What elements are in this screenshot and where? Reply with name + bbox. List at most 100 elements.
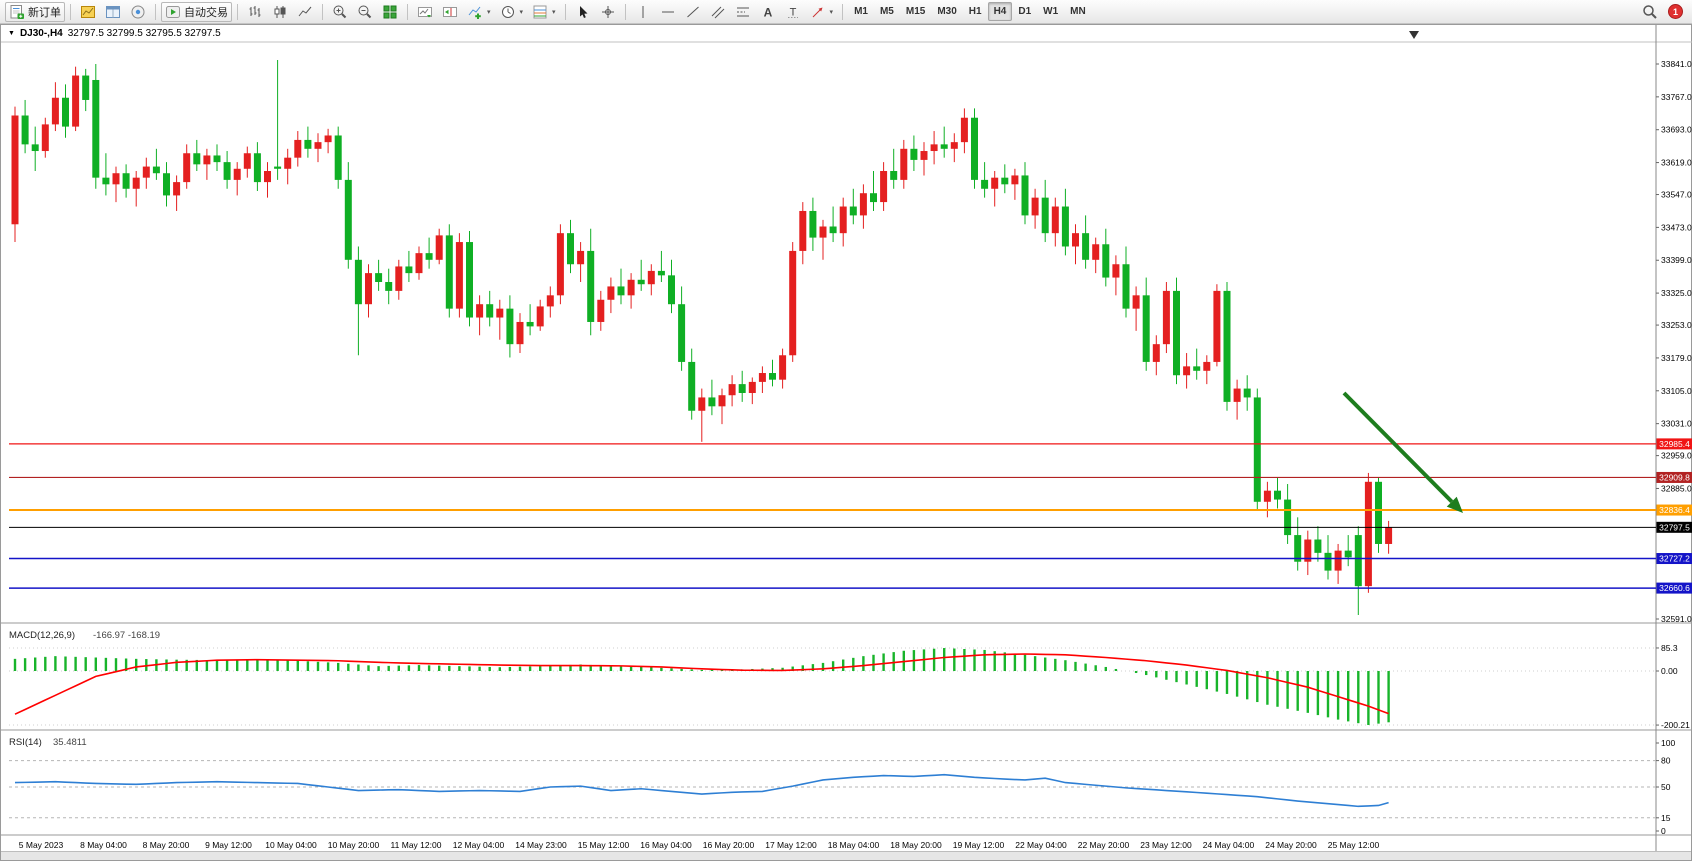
horizontal-line-button[interactable] [656,2,680,22]
zoom-in-button[interactable] [328,2,352,22]
candle-body [416,253,423,273]
vertical-line-button[interactable] [631,2,655,22]
price-badge-label: 32909.8 [1659,472,1690,482]
candle-body [719,395,726,406]
candle-body [1011,175,1018,184]
tile-windows-button[interactable] [378,2,402,22]
candle-chart-button[interactable] [268,2,292,22]
candle-body [648,271,655,284]
candle-body [325,135,332,142]
candle-body [456,242,463,309]
dropdown-caret-icon: ▾ [520,8,524,16]
candle-body [951,142,958,149]
candle-body [284,158,291,169]
cursor-button[interactable] [571,2,595,22]
candle-body [1335,551,1342,571]
navigator-icon [130,4,146,20]
bar-chart-button[interactable] [243,2,267,22]
timeframe-w1[interactable]: W1 [1037,2,1064,21]
trend-arrow-shaft[interactable] [1344,393,1452,502]
cursor-icon [575,4,591,20]
candle-body [375,273,382,282]
template-icon [532,4,548,20]
one-click-trading-caret-icon[interactable]: ▼ [8,30,15,37]
horizontal-scrollbar[interactable] [1,851,1691,860]
search-button[interactable] [1638,2,1662,22]
navigator-button[interactable] [126,2,150,22]
macd-scale-label: 85.3 [1661,643,1678,653]
timeframe-d1[interactable]: D1 [1012,2,1037,21]
line-chart-icon [297,4,313,20]
indicators-button[interactable]: ▾ [463,2,495,22]
candle-body [405,266,412,273]
templates-button[interactable]: ▾ [528,2,560,22]
auto-scroll-button[interactable] [413,2,437,22]
candle-body [173,182,180,195]
autotrade-icon [165,4,181,20]
fibonacci-button[interactable] [731,2,755,22]
periods-button[interactable]: ▾ [496,2,528,22]
svg-text:T: T [789,6,796,18]
arrows-button[interactable]: ▾ [806,2,838,22]
candle-body [22,116,29,145]
channel-button[interactable] [706,2,730,22]
rsi-label: RSI(14) [9,737,42,748]
candle-body [567,233,574,264]
price-tick-label: 33179.0 [1661,353,1692,363]
zoom-out-button[interactable] [353,2,377,22]
time-axis-label: 24 May 20:00 [1265,840,1317,850]
candle-body [1022,175,1029,215]
candle-body [779,355,786,379]
candle-body [143,167,150,178]
new-order-button[interactable]: 新订单 [5,2,65,22]
new-order-icon [9,4,25,20]
timeframe-m15[interactable]: M15 [900,2,931,21]
chart-shift-button[interactable] [438,2,462,22]
candle-body [537,306,544,326]
notification-badge[interactable]: 1 [1668,4,1683,19]
data-window-button[interactable] [101,2,125,22]
profiles-button[interactable] [76,2,100,22]
chart-window: ▼ DJ30-,H4 32797.5 32799.5 32795.5 32797… [0,24,1692,861]
price-axis: 33841.033767.033693.033619.033547.033473… [1656,59,1692,624]
timeframe-m1[interactable]: M1 [848,2,874,21]
price-tick-label: 32959.0 [1661,451,1692,461]
candle-body [607,286,614,299]
auto-trading-button[interactable]: 自动交易 [161,2,232,22]
zoom-in-icon [332,4,348,20]
hline-icon [660,4,676,20]
text-button[interactable]: A [756,2,780,22]
timeframe-h4[interactable]: H4 [988,2,1013,21]
candle-body [789,251,796,355]
label-button[interactable]: T [781,2,805,22]
timeframe-m5[interactable]: M5 [874,2,900,21]
candle-body [385,282,392,291]
timeframe-mn[interactable]: MN [1064,2,1092,21]
candle-body [658,271,665,275]
candle-body [234,169,241,180]
candle-body [214,155,221,162]
candle-body [183,153,190,182]
trend-arrow-annotation[interactable] [1344,393,1463,513]
candle-body [466,242,473,317]
candle-body [678,304,685,362]
time-axis-label: 10 May 20:00 [328,840,380,850]
timeframe-h1[interactable]: H1 [963,2,988,21]
timeframe-m30[interactable]: M30 [931,2,962,21]
candle-body [153,167,160,174]
candle-body [941,144,948,148]
line-chart-button[interactable] [293,2,317,22]
candle-body [1153,344,1160,362]
chart-canvas[interactable]: 32985.432909.832836.432797.532727.232660… [1,25,1692,862]
candle-body [820,227,827,238]
candle-body [506,309,513,345]
trendline-button[interactable] [681,2,705,22]
candle-body [436,235,443,259]
crosshair-button[interactable] [596,2,620,22]
candle-body [82,76,89,100]
time-axis-label: 24 May 04:00 [1203,840,1255,850]
macd-values: -166.97 -168.19 [93,630,160,641]
candle-body [1102,244,1109,277]
toolbar-separator [842,4,843,20]
